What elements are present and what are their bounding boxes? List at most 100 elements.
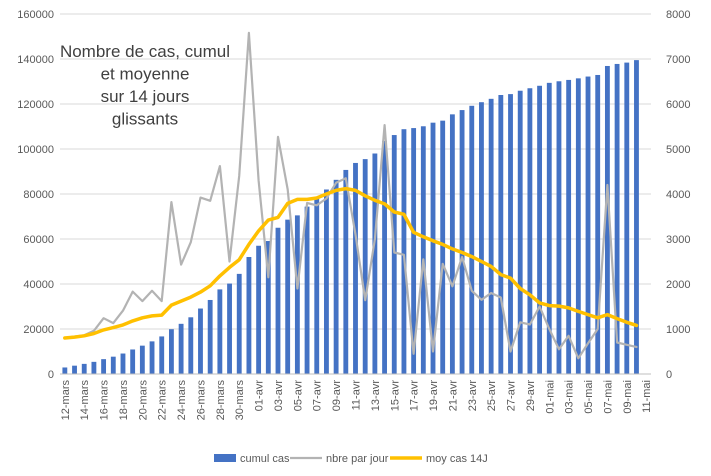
bar-cumul-cas xyxy=(537,85,543,375)
x-tick-label: 28-mars xyxy=(215,380,227,421)
bar-cumul-cas xyxy=(353,162,358,374)
bar-cumul-cas xyxy=(566,79,572,375)
x-tick-label: 03-mai xyxy=(564,380,576,414)
bar-cumul-cas xyxy=(227,283,232,374)
x-tick-label: 05-mai xyxy=(583,380,595,414)
bar-cumul-cas xyxy=(188,317,194,374)
bar-cumul-cas xyxy=(517,90,523,374)
bar-cumul-cas xyxy=(81,363,87,374)
right-y-tick-label: 7000 xyxy=(666,54,690,66)
x-tick-label: 24-mars xyxy=(176,380,188,421)
bar-cumul-cas xyxy=(304,206,310,374)
bar-cumul-cas xyxy=(508,94,513,374)
x-tick-label: 19-avr xyxy=(428,380,440,412)
chart-title: Nombre de cas, cumul et moyenne sur 14 jou… xyxy=(60,42,230,129)
left-y-tick-label: 120000 xyxy=(17,99,54,111)
x-tick-label: 03-avr xyxy=(273,380,285,412)
cumulative-bars xyxy=(62,60,639,375)
bar-cumul-cas xyxy=(72,365,77,374)
bar-cumul-cas xyxy=(382,140,387,374)
line-moy-cas-14j xyxy=(63,186,639,340)
left-y-tick-label: 60000 xyxy=(23,234,54,246)
bar-cumul-cas xyxy=(459,110,465,374)
left-axis-ticks: 0 20000 40000 60000 80000 100000 120000 140000 1… xyxy=(17,9,54,381)
bar-cumul-cas xyxy=(527,88,533,374)
bar-cumul-cas xyxy=(159,336,165,374)
bar-cumul-cas xyxy=(556,81,562,375)
x-tick-label: 22-mars xyxy=(157,380,169,421)
bar-cumul-cas xyxy=(401,129,407,374)
bar-cumul-cas xyxy=(362,159,368,374)
x-tick-label: 05-avr xyxy=(292,380,304,412)
x-tick-label: 17-avr xyxy=(409,380,421,412)
bar-cumul-cas xyxy=(575,78,581,374)
bar-cumul-cas xyxy=(256,245,262,374)
bar-cumul-cas xyxy=(333,179,339,374)
bar-cumul-cas xyxy=(246,257,252,374)
x-tick-label: 29-avr xyxy=(525,380,537,412)
left-y-tick-label: 40000 xyxy=(23,279,54,291)
bar-cumul-cas xyxy=(488,98,494,374)
bar-cumul-cas xyxy=(324,189,329,374)
bar-cumul-cas xyxy=(178,323,184,374)
x-tick-label: 15-avr xyxy=(389,380,401,412)
bar-cumul-cas xyxy=(217,289,223,374)
bar-cumul-cas xyxy=(411,128,417,374)
x-tick-label: 13-avr xyxy=(370,380,382,412)
bar-cumul-cas xyxy=(198,308,203,374)
x-tick-label: 07-mai xyxy=(602,380,614,414)
x-tick-label: 09-mai xyxy=(622,380,634,414)
bar-cumul-cas xyxy=(372,153,378,374)
legend: cumul cas nbre par jour moy cas 14J xyxy=(214,453,488,465)
series-lines xyxy=(63,31,639,360)
bar-cumul-cas xyxy=(294,215,300,374)
bar-cumul-cas xyxy=(207,299,213,374)
bar-cumul-cas xyxy=(634,60,639,374)
bar-cumul-cas xyxy=(265,241,271,374)
bar-cumul-cas xyxy=(130,349,136,374)
bar-cumul-cas xyxy=(604,65,610,374)
x-tick-label: 18-mars xyxy=(118,380,130,421)
right-y-tick-label: 0 xyxy=(666,369,672,381)
bar-cumul-cas xyxy=(614,63,620,374)
right-y-tick-label: 8000 xyxy=(666,9,690,21)
bar-cumul-cas xyxy=(285,219,291,374)
bar-cumul-cas xyxy=(420,126,426,375)
bar-cumul-cas xyxy=(449,114,455,374)
x-tick-label: 11-mai xyxy=(641,380,653,413)
bar-cumul-cas xyxy=(120,353,126,374)
left-y-tick-label: 160000 xyxy=(17,9,54,21)
chart-title-line: et moyenne xyxy=(101,65,190,84)
right-y-tick-label: 4000 xyxy=(666,189,690,201)
x-tick-label: 11-avr xyxy=(351,380,363,411)
left-y-tick-label: 80000 xyxy=(23,189,54,201)
legend-label: nbre par jour xyxy=(326,453,389,465)
chart-title-line: Nombre de cas, cumul xyxy=(60,42,230,61)
left-y-tick-label: 100000 xyxy=(17,144,54,156)
right-y-tick-label: 1000 xyxy=(666,324,690,336)
bar-cumul-cas xyxy=(275,227,281,374)
x-tick-label: 20-mars xyxy=(137,380,149,421)
bar-cumul-cas xyxy=(546,82,552,374)
legend-label: cumul cas xyxy=(240,453,290,465)
bar-cumul-cas xyxy=(479,102,484,374)
bar-cumul-cas xyxy=(498,95,504,374)
chart-title-line: glissants xyxy=(112,110,178,129)
left-y-tick-label: 140000 xyxy=(17,54,54,66)
x-tick-label: 23-avr xyxy=(467,380,479,412)
x-tick-label: 21-avr xyxy=(447,380,459,412)
bar-cumul-cas xyxy=(139,345,145,374)
x-tick-label: 09-avr xyxy=(331,380,343,412)
legend-label: moy cas 14J xyxy=(426,453,488,465)
chart-title-line: sur 14 jours xyxy=(101,87,190,106)
x-tick-label: 30-mars xyxy=(234,380,246,421)
left-y-tick-label: 0 xyxy=(48,369,54,381)
bar-cumul-cas xyxy=(595,74,601,374)
bar-cumul-cas xyxy=(149,341,155,374)
bar-cumul-cas xyxy=(314,198,320,374)
right-axis-ticks: 0 1000 2000 3000 4000 5000 6000 7000 8000 xyxy=(666,9,690,381)
right-y-tick-label: 2000 xyxy=(666,279,690,291)
bar-cumul-cas xyxy=(430,122,436,374)
